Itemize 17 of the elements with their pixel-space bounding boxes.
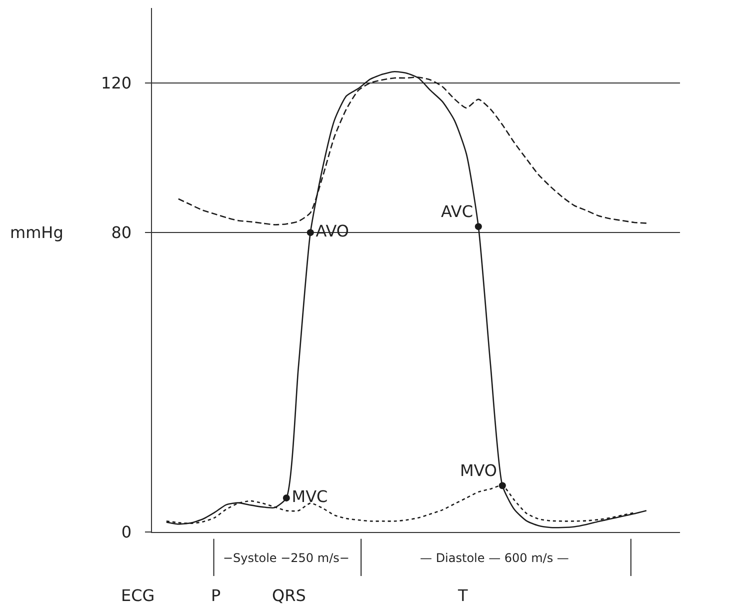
text: −Systole −250 m/s− [223,551,350,565]
data-label: MVO [460,461,498,480]
point [498,482,506,490]
data-label: AVC [440,202,474,222]
text: — Diastole — 600 m/s — [420,551,569,565]
point [282,494,290,502]
text: ECG [121,586,155,605]
y-axis-title: mmHg [10,223,64,242]
point [306,229,314,236]
data-label: MVC [292,486,328,506]
text: P [211,586,221,605]
y-tick-label: 120 [101,73,132,92]
y-tick-label: 80 [111,223,132,242]
text: T [457,586,468,605]
point [474,223,482,230]
text: QRS [272,586,306,605]
y-tick-label: 0 [121,522,132,542]
